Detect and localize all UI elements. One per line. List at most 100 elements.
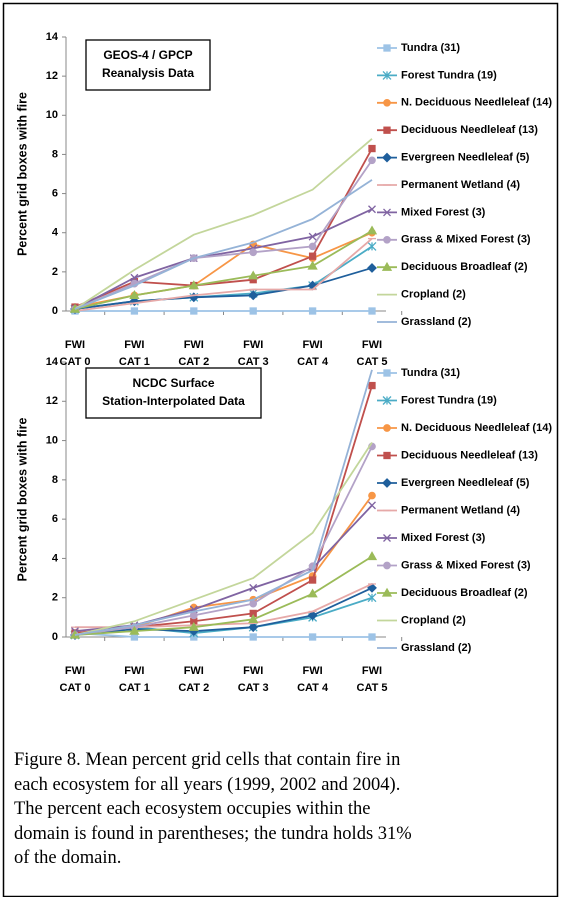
marker (308, 576, 317, 584)
y-tick-label: 4 (52, 227, 59, 239)
legend-label: Grassland (2) (401, 316, 472, 328)
marker (383, 98, 391, 107)
legend-label: Permanent Wetland (4) (401, 179, 520, 191)
x-tick-label: FWI CAT 5 (356, 339, 388, 368)
marker (382, 396, 392, 405)
marker (308, 307, 317, 315)
marker (308, 232, 317, 241)
annotation-box (85, 39, 211, 91)
series-line (74, 632, 372, 638)
caption-line: The percent each ecosystem occupies with… (14, 799, 371, 819)
marker (381, 587, 393, 597)
series-line (74, 555, 373, 636)
marker (190, 307, 198, 315)
marker (130, 273, 139, 282)
marker (130, 307, 139, 315)
marker (367, 263, 377, 273)
marker (188, 621, 199, 631)
x-tick-label: FWI CAT 0 (59, 665, 91, 694)
series-line (74, 267, 373, 310)
y-tick-label: 6 (52, 187, 58, 199)
y-tick-label: 8 (52, 474, 58, 486)
y-tick-label: 12 (46, 395, 58, 407)
annotation-box (85, 367, 262, 419)
marker (307, 610, 318, 621)
x-tick-label: FWI CAT 4 (297, 339, 329, 368)
y-tick-label: 0 (52, 305, 58, 317)
marker (367, 241, 377, 251)
annotation: Station-Interpolated Data (102, 394, 245, 408)
annotation: NCDC Surface (132, 376, 214, 390)
marker (368, 144, 376, 153)
marker (188, 280, 199, 290)
y-tick-label: 8 (52, 148, 58, 160)
series-line (74, 138, 373, 310)
marker (130, 633, 139, 641)
marker (367, 582, 377, 593)
x-tick-label: FWI CAT 3 (237, 665, 269, 694)
marker (383, 534, 391, 542)
marker (248, 290, 259, 301)
marker (383, 208, 391, 217)
legend-label: Mixed Forest (3) (401, 206, 486, 218)
marker (308, 242, 317, 251)
series-line (74, 237, 373, 312)
marker (382, 70, 392, 80)
legend-label: N. Deciduous Needleleaf (14) (401, 97, 552, 109)
marker (383, 451, 391, 460)
caption-line: of the domain. (14, 848, 122, 868)
x-tick-label: FWI CAT 1 (118, 665, 150, 694)
legend-label: Cropland (2) (401, 289, 466, 301)
marker (307, 260, 318, 270)
series-line (74, 446, 373, 636)
marker (308, 633, 317, 641)
caption-line: each ecosystem for all years (1999, 2002… (14, 774, 401, 795)
marker (189, 611, 198, 620)
marker (249, 583, 258, 592)
marker (248, 270, 259, 280)
legend-label: Deciduous Broadleaf (2) (401, 587, 528, 599)
x-tick-label: FWI CAT 4 (297, 665, 329, 694)
legend-label: Grassland (2) (401, 642, 472, 654)
annotation: GEOS-4 / GPCP (103, 48, 192, 62)
series-line (74, 369, 373, 636)
series-line (74, 229, 373, 310)
marker (129, 625, 140, 635)
legend-label: Tundra (31) (401, 367, 460, 379)
legend-label: Cropland (2) (401, 614, 466, 626)
marker (249, 633, 257, 641)
legend-label: Deciduous Needleleaf (13) (401, 124, 538, 136)
legend-label: Grass & Mixed Forest (3) (401, 559, 531, 571)
legend-label: Permanent Wetland (4) (401, 504, 520, 516)
series-line (74, 442, 373, 636)
y-tick-label: 0 (52, 631, 58, 643)
marker (248, 622, 259, 633)
x-tick-label: FWI CAT 0 (59, 339, 91, 368)
x-tick-label: FWI CAT 3 (237, 339, 269, 368)
marker (366, 551, 378, 561)
marker (383, 561, 391, 570)
marker (368, 307, 376, 315)
y-axis-label: Percent grid boxes with fire (15, 92, 29, 256)
legend-label: Evergreen Needleleaf (5) (401, 477, 530, 489)
marker (368, 633, 376, 641)
marker (249, 248, 258, 257)
legend-label: Evergreen Needleleaf (5) (401, 152, 530, 164)
marker (368, 491, 376, 500)
marker (383, 369, 391, 377)
y-tick-label: 10 (46, 109, 58, 121)
series-line (74, 587, 373, 636)
x-tick-label: FWI CAT 1 (118, 339, 150, 368)
y-tick-label: 2 (52, 266, 58, 278)
legend-label: N. Deciduous Needleleaf (14) (401, 422, 552, 434)
legend-label: Deciduous Needleleaf (13) (401, 449, 538, 461)
y-axis-label: Percent grid boxes with fire (15, 417, 29, 581)
annotation: Reanalysis Data (102, 66, 194, 80)
marker (368, 381, 376, 390)
legend-label: Forest Tundra (19) (401, 394, 497, 406)
y-tick-label: 14 (46, 356, 59, 368)
y-tick-label: 12 (46, 70, 58, 82)
x-tick-label: FWI CAT 2 (178, 339, 210, 368)
marker (381, 261, 393, 271)
